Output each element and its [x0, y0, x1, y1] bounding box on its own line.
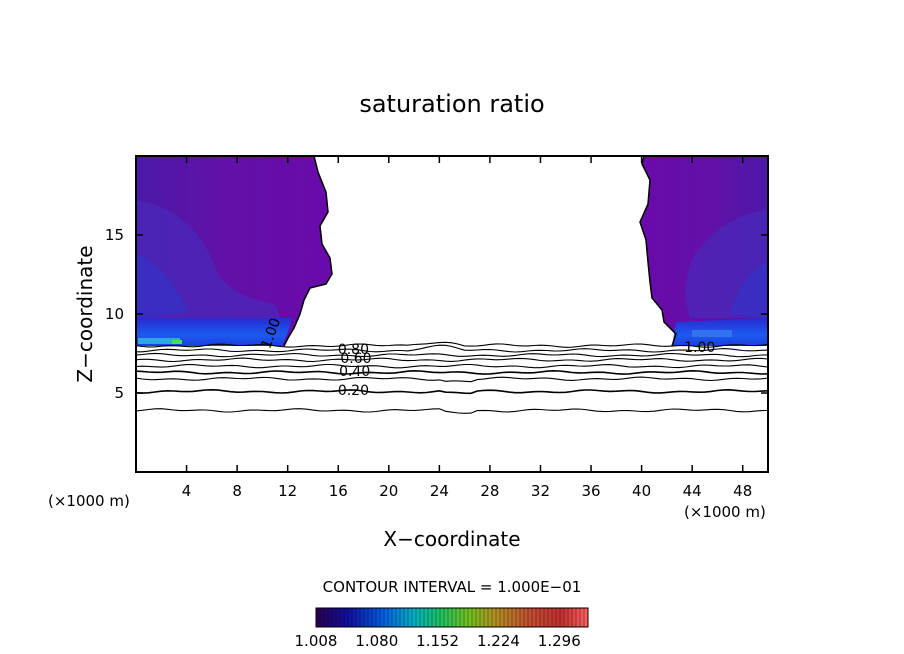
contour-lines	[136, 341, 768, 414]
contour-label: 1.00	[684, 340, 715, 356]
x-unit-left: (×1000 m)	[48, 492, 130, 510]
colorbar-tick-labels: 1.008 1.080 1.152 1.224 1.296	[295, 632, 581, 650]
x-tick-label: 4	[182, 482, 192, 500]
left-core-deep	[136, 254, 188, 318]
contour-label: 0.20	[338, 383, 369, 399]
y-tick-label: 15	[105, 226, 124, 244]
x-tick-label: 36	[581, 482, 600, 500]
x-axis-label: X−coordinate	[383, 527, 520, 551]
colorbar-tick-label: 1.296	[538, 632, 581, 650]
x-tick-label: 48	[733, 482, 752, 500]
y-axis-ticks: 5 10 15	[105, 226, 768, 402]
contour-line	[136, 341, 768, 348]
x-tick-label: 12	[278, 482, 297, 500]
contour-line	[136, 408, 768, 414]
x-tick-label: 24	[430, 482, 449, 500]
contour-labels: 0.800.600.400.201.00 1.00	[258, 316, 715, 399]
colorbar-tick-label: 1.152	[416, 632, 459, 650]
x-tick-label: 32	[531, 482, 550, 500]
contour-label: 0.40	[339, 364, 370, 380]
contour-label: 0.60	[340, 351, 371, 367]
left-band-green-spot	[172, 340, 182, 344]
contour-line	[136, 369, 768, 375]
y-tick-label: 10	[105, 305, 124, 323]
contour-line	[136, 388, 768, 395]
contour-label: 0.80	[338, 342, 369, 358]
y-tick-label: 5	[114, 384, 124, 402]
y-axis-label: Z−coordinate	[73, 245, 97, 382]
left-band-highlight	[138, 338, 180, 344]
contour-line	[136, 376, 768, 383]
contour-interval-note: CONTOUR INTERVAL = 1.000E−01	[323, 578, 582, 596]
colorbar-tick-label: 1.008	[295, 632, 338, 650]
x-axis-ticks: 4 8 12 16 20 24 28 32 36 40 44 48	[182, 156, 752, 500]
colorbar-tick-label: 1.080	[355, 632, 398, 650]
colorbar-stripes	[315, 608, 589, 627]
contour-line	[136, 352, 768, 358]
contour-line	[136, 357, 768, 363]
right-region-outline	[639, 156, 677, 347]
right-core-deep	[730, 262, 768, 318]
x-tick-label: 8	[232, 482, 242, 500]
colorbar-tick-label: 1.224	[477, 632, 520, 650]
colorbar: 1.008 1.080 1.152 1.224 1.296	[295, 607, 589, 650]
x-tick-label: 28	[480, 482, 499, 500]
supersaturation-fill	[136, 156, 768, 347]
x-tick-label: 16	[329, 482, 348, 500]
left-region-outline	[283, 156, 333, 347]
x-tick-label: 40	[632, 482, 651, 500]
x-unit-right: (×1000 m)	[684, 503, 766, 521]
right-band-highlight	[692, 330, 732, 337]
x-tick-label: 20	[379, 482, 398, 500]
contour-line	[136, 363, 768, 369]
chart-title: saturation ratio	[359, 90, 544, 118]
contour-line	[136, 344, 768, 353]
x-tick-label: 44	[683, 482, 702, 500]
